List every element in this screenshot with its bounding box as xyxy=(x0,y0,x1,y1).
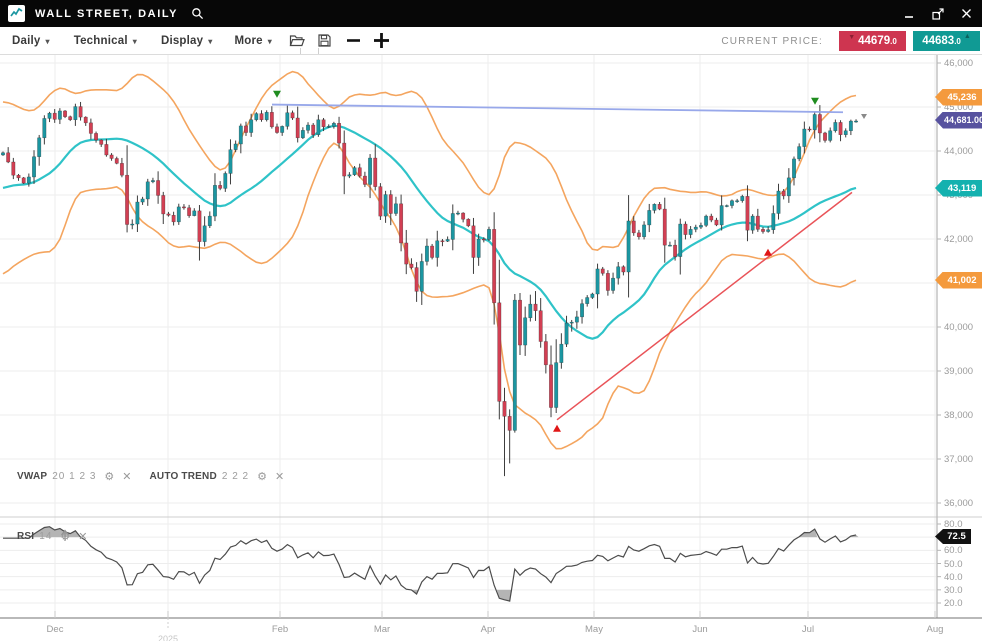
price-chart-canvas[interactable] xyxy=(0,55,982,641)
chart-title: WALL STREET, DAILY xyxy=(35,7,179,20)
app-logo-icon xyxy=(8,5,25,22)
current-price-panel: CURRENT PRICE: ▼ 44679.0 44683.0 ▲ xyxy=(721,31,980,51)
autotrend-legend-name: AUTO TREND xyxy=(149,471,217,482)
current-price-label: CURRENT PRICE: xyxy=(721,35,823,47)
more-menu-label: More xyxy=(234,34,263,47)
rsi-legend-row: RSI 14 ⚙ ✕ xyxy=(17,530,88,543)
price-axis-label: 36,000 xyxy=(944,498,974,509)
vwap-badge: 43,119 xyxy=(935,179,982,197)
vwap-remove-icon[interactable]: ✕ xyxy=(122,471,132,483)
indicator-legend-row: VWAP 20 1 2 3 ⚙ ✕ AUTO TREND 2 2 2 ⚙ ✕ xyxy=(17,470,284,483)
vwap-legend-params: 20 1 2 3 xyxy=(52,471,97,482)
rsi-axis-label: 20.0 xyxy=(944,598,963,609)
rsi-legend-params: 14 xyxy=(39,531,53,542)
window-controls xyxy=(904,7,972,20)
window-titlebar: WALL STREET, DAILY xyxy=(0,0,982,27)
price-axis-label: 42,000 xyxy=(944,234,974,245)
time-axis-label: Jul xyxy=(801,624,815,635)
price-axis-label: 45,000 xyxy=(944,102,974,113)
rsi-value-badge: 72.5 xyxy=(935,529,971,544)
rsi-remove-icon[interactable]: ✕ xyxy=(78,531,88,543)
price-axis-label: 38,000 xyxy=(944,410,974,421)
chevron-down-icon: ▾ xyxy=(132,37,137,46)
search-icon[interactable] xyxy=(191,7,204,20)
rsi-axis-label: 80.0 xyxy=(944,519,963,530)
time-axis-label: May xyxy=(585,624,603,635)
rsi-axis-label: 30.0 xyxy=(944,584,963,596)
vwap-settings-gear-icon[interactable]: ⚙ xyxy=(104,471,115,483)
interval-menu[interactable]: Daily ▾ xyxy=(12,35,50,47)
last-price-badge: 44,681.00 xyxy=(935,111,982,129)
rsi-axis-label: 40.0 xyxy=(944,571,963,583)
toolbar-tick xyxy=(318,48,319,54)
chart-toolbar: Daily ▾ Technical ▾ Display ▾ More ▾ xyxy=(0,27,982,55)
arrow-down-icon: ▼ xyxy=(848,33,856,41)
display-menu-label: Display xyxy=(160,34,204,47)
autotrend-legend-params: 2 2 2 xyxy=(221,471,250,482)
price-axis-label: 37,000 xyxy=(944,454,974,465)
price-axis-label: 44,000 xyxy=(944,146,974,157)
sell-price-button[interactable]: ▼ 44679.0 xyxy=(839,31,906,51)
autotrend-remove-icon[interactable]: ✕ xyxy=(275,471,285,483)
buy-price-value: 44683 xyxy=(922,35,955,47)
price-axis-label: 46,000 xyxy=(944,58,974,69)
vwap-legend-name: VWAP xyxy=(17,471,48,482)
popout-button[interactable] xyxy=(932,7,944,20)
time-axis-label: Mar xyxy=(373,624,391,635)
rsi-legend-name: RSI xyxy=(17,531,35,542)
technical-menu[interactable]: Technical ▾ xyxy=(74,35,137,47)
rsi-axis-label: 60.0 xyxy=(944,545,963,557)
open-folder-icon[interactable] xyxy=(289,34,305,47)
chevron-down-icon: ▾ xyxy=(208,37,213,46)
zoom-out-icon[interactable] xyxy=(346,33,361,48)
arrow-up-icon: ▲ xyxy=(963,32,971,40)
autotrend-settings-gear-icon[interactable]: ⚙ xyxy=(257,471,267,483)
rsi-axis-label: 50.0 xyxy=(944,558,963,570)
buy-price-button[interactable]: 44683.0 ▲ xyxy=(913,31,980,51)
chevron-down-icon: ▾ xyxy=(267,37,272,46)
time-axis-label: Apr xyxy=(480,624,496,635)
minimize-button[interactable] xyxy=(904,8,915,19)
zoom-in-icon[interactable] xyxy=(373,32,390,49)
interval-menu-label: Daily xyxy=(12,34,41,47)
save-icon[interactable] xyxy=(318,34,331,47)
chevron-down-icon: ▾ xyxy=(45,37,50,46)
bollinger-lower-badge: 41,002 xyxy=(935,271,982,289)
rsi-settings-gear-icon[interactable]: ⚙ xyxy=(60,531,71,543)
display-menu[interactable]: Display ▾ xyxy=(161,35,213,47)
time-axis-label: Aug xyxy=(926,624,944,635)
more-menu[interactable]: More ▾ xyxy=(234,35,272,47)
technical-menu-label: Technical xyxy=(73,34,128,47)
bollinger-upper-badge: 45,236 xyxy=(935,88,982,106)
sell-price-value: 44679 xyxy=(858,35,891,47)
toolbar-tick xyxy=(300,48,301,54)
price-axis-label: 40,000 xyxy=(944,322,974,333)
year-label: 2025 xyxy=(157,634,179,641)
time-axis-label: Dec xyxy=(46,624,64,635)
close-button[interactable] xyxy=(961,8,972,19)
time-axis-label: Jun xyxy=(692,624,708,635)
price-axis-label: 39,000 xyxy=(944,366,974,377)
time-axis-label: Feb xyxy=(271,624,289,635)
